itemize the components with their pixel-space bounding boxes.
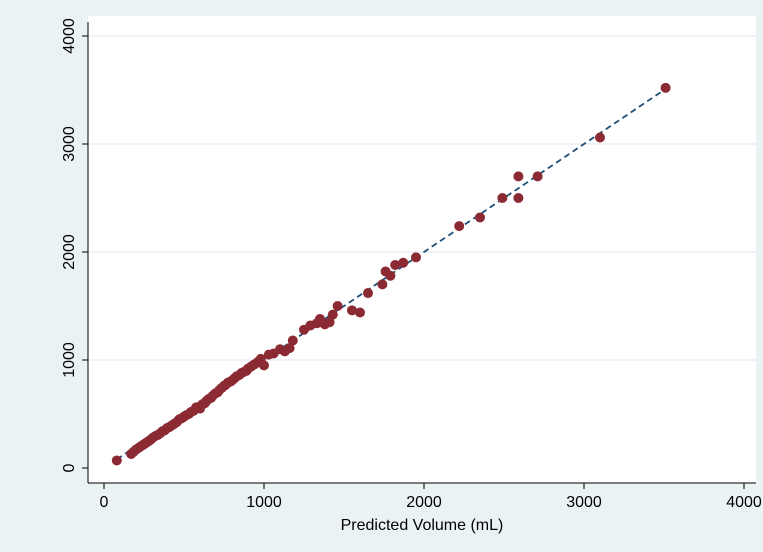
data-point <box>532 171 543 182</box>
data-point <box>513 171 524 182</box>
y-tick-label: 1000 <box>61 342 78 378</box>
grid-lines <box>89 35 756 361</box>
data-point <box>390 259 401 270</box>
data-point <box>411 252 421 263</box>
x-tick-label: 0 <box>100 494 109 511</box>
data-point <box>595 132 605 143</box>
axis-ticks: 0 1000 2000 3000 4000 0 1000 2000 3000 4000 <box>61 18 762 511</box>
data-point <box>454 221 465 232</box>
data-point <box>475 212 485 223</box>
data-point <box>347 305 357 316</box>
x-tick-label: 3000 <box>566 494 602 511</box>
y-tick-label: 2000 <box>61 234 78 270</box>
y-tick-label: 3000 <box>61 126 78 162</box>
x-tick-label: 4000 <box>726 494 762 511</box>
data-point <box>111 455 122 466</box>
y-tick-label: 0 <box>61 463 78 472</box>
data-point <box>287 335 298 346</box>
data-point <box>284 343 295 354</box>
data-point <box>327 309 338 320</box>
data-point <box>398 257 409 268</box>
data-point <box>660 82 671 93</box>
x-axis-title: Predicted Volume (mL) <box>341 517 504 534</box>
data-point <box>324 317 335 328</box>
y-tick-label: 4000 <box>61 18 78 54</box>
data-point <box>259 360 269 371</box>
x-tick-label: 2000 <box>406 494 442 511</box>
data-points <box>111 82 671 466</box>
data-point <box>385 270 396 281</box>
data-point <box>497 193 508 203</box>
data-point <box>355 307 365 318</box>
data-point <box>377 279 388 290</box>
x-tick-label: 1000 <box>246 494 282 511</box>
data-point <box>513 193 524 203</box>
data-point <box>363 288 373 299</box>
data-point <box>332 301 343 311</box>
